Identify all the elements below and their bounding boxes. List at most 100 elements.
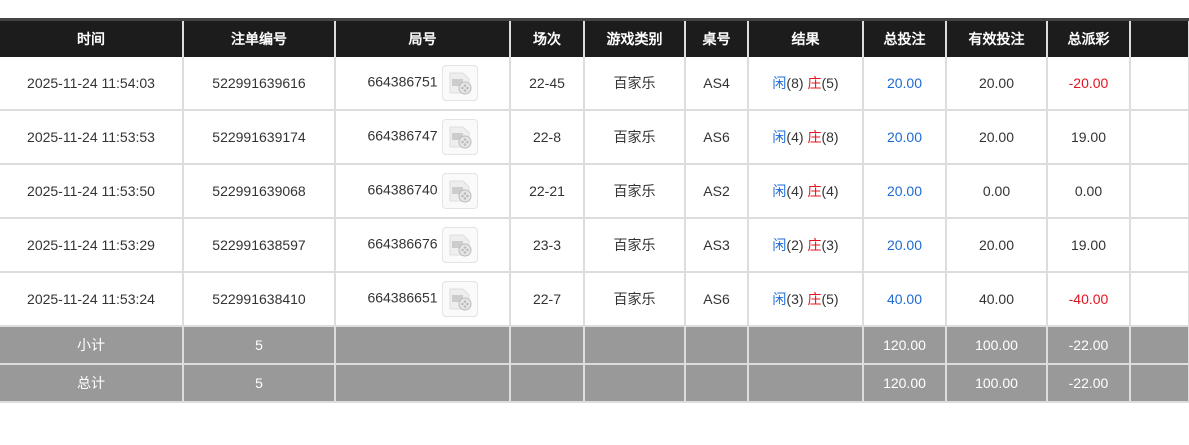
summary-payout: -22.00 <box>1047 364 1131 403</box>
payout: 19.00 <box>1047 218 1131 273</box>
game-type: 百家乐 <box>584 57 686 111</box>
summary-count: 5 <box>183 326 336 365</box>
bet-time: 2025-11-24 11:54:03 <box>0 57 184 111</box>
round-number: 664386676 <box>367 235 438 252</box>
session: 22-8 <box>510 110 585 165</box>
round-cell: 664386651 <box>335 272 511 327</box>
payout: 0.00 <box>1047 164 1131 219</box>
total-bet: 20.00 <box>863 57 947 111</box>
bet-id: 522991639068 <box>183 164 336 219</box>
total-bet: 20.00 <box>863 218 947 273</box>
table-row: 2025-11-24 11:53:24 522991638410 6643866… <box>0 272 1189 327</box>
video-replay-icon[interactable] <box>441 119 478 155</box>
table-row: 2025-11-24 11:53:53 522991639174 6643867… <box>0 110 1189 165</box>
table-number: AS6 <box>685 110 749 165</box>
player-label: 闲 <box>772 129 787 145</box>
banker-points: (5) <box>821 75 839 91</box>
empty-cell <box>1130 218 1189 273</box>
game-type: 百家乐 <box>584 164 686 219</box>
bet-records-table: 时间 注单编号 局号 场次 游戏类别 桌号 结果 总投注 有效投注 总派彩 2025-11-24 … <box>0 18 1189 403</box>
column-header: 总派彩 <box>1047 18 1131 57</box>
empty-cell <box>748 326 864 365</box>
round-cell: 664386676 <box>335 218 511 273</box>
table-row: 2025-11-24 11:53:29 522991638597 6643866… <box>0 218 1189 273</box>
player-points: (4) <box>786 183 804 199</box>
empty-cell <box>1130 164 1189 219</box>
table-number: AS6 <box>685 272 749 327</box>
result: 闲(4) 庄(8) <box>748 110 864 165</box>
banker-label: 庄 <box>807 183 822 199</box>
player-points: (4) <box>786 129 804 145</box>
empty-cell <box>1130 364 1189 403</box>
empty-cell <box>584 364 686 403</box>
empty-cell <box>685 364 749 403</box>
game-type: 百家乐 <box>584 110 686 165</box>
payout: -20.00 <box>1047 57 1131 111</box>
session: 22-45 <box>510 57 585 111</box>
round-cell: 664386740 <box>335 164 511 219</box>
summary-label: 总计 <box>0 364 184 403</box>
valid-bet: 40.00 <box>946 272 1048 327</box>
valid-bet: 0.00 <box>946 164 1048 219</box>
player-label: 闲 <box>772 75 787 91</box>
video-replay-icon[interactable] <box>441 173 478 209</box>
banker-points: (8) <box>821 129 839 145</box>
session: 23-3 <box>510 218 585 273</box>
game-type: 百家乐 <box>584 218 686 273</box>
column-header: 时间 <box>0 18 184 57</box>
empty-cell <box>584 326 686 365</box>
video-replay-icon[interactable] <box>441 281 478 317</box>
banker-label: 庄 <box>807 129 822 145</box>
total-bet: 20.00 <box>863 164 947 219</box>
video-replay-icon[interactable] <box>441 65 478 101</box>
result: 闲(2) 庄(3) <box>748 218 864 273</box>
table-row: 2025-11-24 11:53:50 522991639068 6643867… <box>0 164 1189 219</box>
column-header <box>1130 18 1189 57</box>
payout: 19.00 <box>1047 110 1131 165</box>
summary-valid-bet: 100.00 <box>946 364 1048 403</box>
player-points: (2) <box>786 237 804 253</box>
session: 22-7 <box>510 272 585 327</box>
bet-time: 2025-11-24 11:53:50 <box>0 164 184 219</box>
empty-cell <box>510 326 585 365</box>
bet-time: 2025-11-24 11:53:24 <box>0 272 184 327</box>
table-number: AS2 <box>685 164 749 219</box>
game-type: 百家乐 <box>584 272 686 327</box>
empty-cell <box>1130 272 1189 327</box>
round-number: 664386651 <box>367 289 438 306</box>
round-number: 664386740 <box>367 181 438 198</box>
result: 闲(8) 庄(5) <box>748 57 864 111</box>
column-header: 场次 <box>510 18 585 57</box>
empty-cell <box>335 364 511 403</box>
column-header: 注单编号 <box>183 18 336 57</box>
bet-id: 522991639174 <box>183 110 336 165</box>
table-header: 时间 注单编号 局号 场次 游戏类别 桌号 结果 总投注 有效投注 总派彩 <box>0 18 1189 57</box>
session: 22-21 <box>510 164 585 219</box>
summary-row: 小计 5 120.00 100.00 -22.00 <box>0 326 1189 365</box>
valid-bet: 20.00 <box>946 218 1048 273</box>
summary-row: 总计 5 120.00 100.00 -22.00 <box>0 364 1189 403</box>
summary-valid-bet: 100.00 <box>946 326 1048 365</box>
column-header: 局号 <box>335 18 511 57</box>
empty-cell <box>510 364 585 403</box>
round-cell: 664386751 <box>335 57 511 111</box>
banker-label: 庄 <box>807 291 822 307</box>
summary-payout: -22.00 <box>1047 326 1131 365</box>
round-cell: 664386747 <box>335 110 511 165</box>
bet-time: 2025-11-24 11:53:53 <box>0 110 184 165</box>
table-row: 2025-11-24 11:54:03 522991639616 6643867… <box>0 57 1189 111</box>
player-points: (3) <box>786 291 804 307</box>
column-header: 有效投注 <box>946 18 1048 57</box>
empty-cell <box>685 326 749 365</box>
video-replay-icon[interactable] <box>441 227 478 263</box>
empty-cell <box>748 364 864 403</box>
table-number: AS4 <box>685 57 749 111</box>
total-bet: 20.00 <box>863 110 947 165</box>
total-bet: 40.00 <box>863 272 947 327</box>
banker-label: 庄 <box>807 75 822 91</box>
valid-bet: 20.00 <box>946 57 1048 111</box>
banker-points: (5) <box>821 291 839 307</box>
round-number: 664386751 <box>367 73 438 90</box>
player-points: (8) <box>786 75 804 91</box>
table-number: AS3 <box>685 218 749 273</box>
